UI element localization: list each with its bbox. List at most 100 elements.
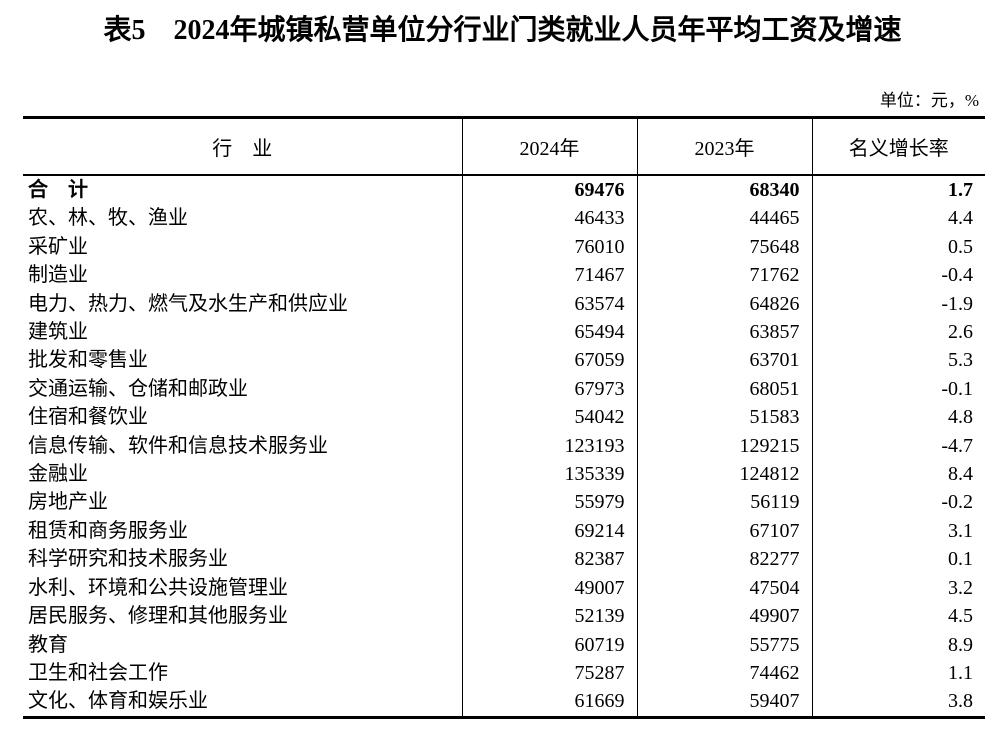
wage-2023-cell: 64826 [637,289,813,319]
page-title: 表5 2024年城镇私营单位分行业门类就业人员年平均工资及增速 [103,15,902,46]
table-row: 信息传输、软件和信息技术服务业 123193 129215 -4.7 [23,431,985,461]
table-row: 房地产业 55979 56119 -0.2 [23,488,985,517]
wage-2024-cell: 75287 [462,658,638,688]
industry-cell: 信息传输、软件和信息技术服务业 [23,431,463,461]
wage-2024-cell: 69214 [462,516,638,546]
wage-2023-cell: 44465 [637,204,813,233]
industry-cell: 教育 [23,630,463,659]
wage-2023-cell: 82277 [637,545,813,574]
table-row: 居民服务、修理和其他服务业 52139 49907 4.5 [23,602,985,631]
industry-cell: 住宿和餐饮业 [23,403,463,432]
growth-rate-cell: 4.5 [948,605,973,628]
wage-2023-cell: 75648 [637,232,813,262]
industry-cell: 电力、热力、燃气及水生产和供应业 [23,289,463,319]
industry-cell: 采矿业 [23,232,463,262]
growth-rate-cell: 4.8 [948,406,973,429]
wage-2024-cell: 76010 [462,232,638,262]
wage-2023-cell: 63701 [637,346,813,375]
table-row: 租赁和商务服务业 69214 67107 3.1 [23,516,985,546]
wage-2024-cell: 63574 [462,289,638,319]
wage-2023-cell: 68340 [637,175,813,205]
col-header-industry: 行 业 [23,117,463,176]
wage-2024-cell: 65494 [462,318,638,347]
wage-2023-cell: 68051 [637,374,813,404]
wage-2024-cell: 71467 [462,261,638,290]
industry-cell: 制造业 [23,261,463,290]
wage-2023-cell: 71762 [637,261,813,290]
table-row: 批发和零售业 67059 63701 5.3 [23,346,985,375]
wage-table: 行 业 2024年 2023年 名义增长率 合 计 69476 68340 1.… [23,116,985,719]
growth-rate-cell: 5.3 [948,349,973,372]
wage-2024-cell: 67973 [462,374,638,404]
table-row: 农、林、牧、渔业 46433 44465 4.4 [23,204,985,233]
wage-2023-cell: 47504 [637,573,813,603]
industry-cell: 房地产业 [23,488,463,517]
growth-rate-cell: -0.1 [941,377,973,400]
table-header: 行 业 2024年 2023年 名义增长率 [23,117,985,176]
wage-2023-cell: 124812 [637,460,813,489]
industry-cell: 租赁和商务服务业 [23,516,463,546]
table-row: 采矿业 76010 75648 0.5 [23,232,985,262]
wage-2023-cell: 129215 [637,431,813,461]
wage-2024-cell: 60719 [462,630,638,659]
table-row: 交通运输、仓储和邮政业 67973 68051 -0.1 [23,374,985,404]
wage-2024-cell: 123193 [462,431,638,461]
table-row: 教育 60719 55775 8.9 [23,630,985,659]
wage-2024-cell: 54042 [462,403,638,432]
col-header-2024: 2024年 [462,117,638,176]
growth-rate-cell: -0.2 [941,491,973,514]
growth-rate-cell: 8.4 [948,463,973,486]
growth-rate-cell: 1.7 [948,179,973,201]
col-header-2023: 2023年 [637,117,813,176]
wage-2024-cell: 61669 [462,687,638,718]
table-row: 电力、热力、燃气及水生产和供应业 63574 64826 -1.9 [23,289,985,319]
table-row: 合 计 69476 68340 1.7 [23,175,985,205]
wage-2023-cell: 59407 [637,687,813,718]
table-row: 水利、环境和公共设施管理业 49007 47504 3.2 [23,573,985,603]
growth-rate-cell: 3.2 [948,576,973,599]
table-row: 金融业 135339 124812 8.4 [23,460,985,489]
industry-cell: 批发和零售业 [23,346,463,375]
growth-rate-cell: -0.4 [941,264,973,287]
growth-rate-cell: 0.5 [948,235,973,258]
industry-cell: 水利、环境和公共设施管理业 [23,573,463,603]
table-row: 卫生和社会工作 75287 74462 1.1 [23,658,985,688]
industry-cell: 居民服务、修理和其他服务业 [23,602,463,631]
growth-rate-cell: 8.9 [948,633,973,656]
growth-rate-cell: 0.1 [948,548,973,571]
growth-rate-cell: -4.7 [941,434,973,457]
growth-rate-cell: 1.1 [948,661,973,684]
wage-2023-cell: 56119 [637,488,813,517]
wage-2024-cell: 82387 [462,545,638,574]
industry-cell: 文化、体育和娱乐业 [23,687,463,718]
wage-2023-cell: 67107 [637,516,813,546]
col-header-nominal-growth: 名义增长率 [812,117,985,176]
wage-2023-cell: 55775 [637,630,813,659]
table-row: 科学研究和技术服务业 82387 82277 0.1 [23,545,985,574]
table-row: 建筑业 65494 63857 2.6 [23,318,985,347]
wage-2024-cell: 49007 [462,573,638,603]
wage-2023-cell: 49907 [637,602,813,631]
wage-2023-cell: 63857 [637,318,813,347]
unit-label: 单位：元，% [879,91,979,110]
wage-2024-cell: 55979 [462,488,638,517]
wage-2023-cell: 74462 [637,658,813,688]
growth-rate-cell: 2.6 [948,321,973,344]
wage-2024-cell: 46433 [462,204,638,233]
table-row: 制造业 71467 71762 -0.4 [23,261,985,290]
industry-cell: 建筑业 [23,318,463,347]
growth-rate-cell: 4.4 [948,207,973,230]
wage-2024-cell: 135339 [462,460,638,489]
table-row: 文化、体育和娱乐业 61669 59407 3.8 [23,687,985,718]
growth-rate-cell: 3.8 [948,690,973,713]
table-row: 住宿和餐饮业 54042 51583 4.8 [23,403,985,432]
growth-rate-cell: 3.1 [948,519,973,542]
wage-2024-cell: 67059 [462,346,638,375]
industry-cell: 卫生和社会工作 [23,658,463,688]
industry-cell: 农、林、牧、渔业 [23,204,463,233]
table-body: 合 计 69476 68340 1.7 农、林、牧、渔业 46433 44465… [23,175,985,718]
wage-2024-cell: 52139 [462,602,638,631]
industry-cell: 科学研究和技术服务业 [23,545,463,574]
industry-cell: 金融业 [23,460,463,489]
